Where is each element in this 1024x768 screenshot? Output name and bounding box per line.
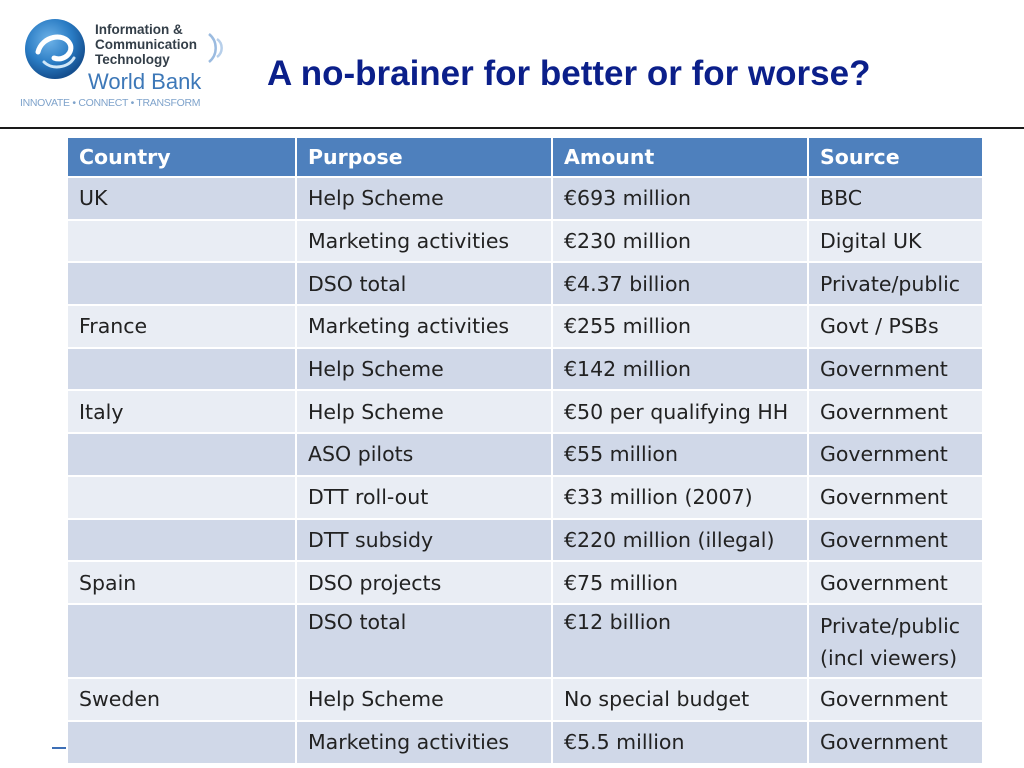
title-divider: [0, 127, 1024, 129]
logo-organization: World Bank: [88, 69, 202, 94]
cell-country: [68, 602, 297, 678]
logo-text-line-2: Communication: [95, 37, 198, 52]
logo-globe-icon: [25, 19, 85, 79]
table-row: Help Scheme €142 million Government: [68, 346, 984, 391]
cell-country: [68, 261, 297, 306]
world-bank-ict-logo: Information & Communication Technology W…: [20, 12, 250, 116]
cell-purpose: Help Scheme: [296, 176, 553, 220]
cell-amount: €693 million: [552, 176, 809, 220]
cell-country: [68, 218, 297, 263]
cell-purpose: DSO projects: [296, 560, 553, 604]
cell-country: [68, 719, 297, 764]
cell-source: Govt / PSBs: [808, 304, 984, 348]
cell-purpose: ASO pilots: [296, 432, 553, 476]
cell-amount: €230 million: [552, 218, 809, 263]
cell-country: Sweden: [68, 676, 297, 721]
table-row: DTT roll-out €33 million (2007) Governme…: [68, 474, 984, 519]
table-row: DTT subsidy €220 million (illegal) Gover…: [68, 517, 984, 562]
cell-source: Government: [808, 432, 984, 476]
slide-title: A no-brainer for better or for worse?: [267, 54, 871, 93]
header-country: Country: [68, 138, 297, 177]
header-purpose: Purpose: [296, 138, 553, 177]
table-row: Sweden Help Scheme No special budget Gov…: [68, 676, 984, 721]
cell-purpose: Help Scheme: [296, 389, 553, 434]
cell-source: Government: [808, 560, 984, 604]
cell-source: Government: [808, 719, 984, 764]
cell-amount: €33 million (2007): [552, 474, 809, 519]
cell-amount: €220 million (illegal): [552, 517, 809, 562]
cell-country: Italy: [68, 389, 297, 434]
cell-purpose: Marketing activities: [296, 719, 553, 764]
table-header-row: Country Purpose Amount Source: [68, 138, 984, 177]
table-row: ASO pilots €55 million Government: [68, 432, 984, 476]
cell-purpose: Help Scheme: [296, 676, 553, 721]
cell-source: Government: [808, 474, 984, 519]
cell-source: BBC: [808, 176, 984, 220]
cell-country: [68, 474, 297, 519]
cell-amount: €75 million: [552, 560, 809, 604]
logo-text-line-1: Information &: [95, 22, 183, 37]
cell-purpose: DSO total: [296, 261, 553, 306]
cell-country: [68, 517, 297, 562]
header-amount: Amount: [552, 138, 809, 177]
logo-text-line-3: Technology: [95, 52, 170, 67]
table-row: DSO total €4.37 billion Private/public: [68, 261, 984, 306]
cell-source: Government: [808, 676, 984, 721]
table-row: UK Help Scheme €693 million BBC: [68, 176, 984, 220]
cell-purpose: DTT subsidy: [296, 517, 553, 562]
cell-amount: €255 million: [552, 304, 809, 348]
table-row: Spain DSO projects €75 million Governmen…: [68, 560, 984, 604]
cell-source: Government: [808, 389, 984, 434]
cell-source: Government: [808, 346, 984, 391]
cell-amount: €5.5 million: [552, 719, 809, 764]
logo-signal-arcs-icon: [208, 33, 223, 63]
cell-amount: €4.37 billion: [552, 261, 809, 306]
cell-amount: €50 per qualifying HH: [552, 389, 809, 434]
cell-amount: No special budget: [552, 676, 809, 721]
cell-country: France: [68, 304, 297, 348]
cell-source: Private/public: [808, 261, 984, 306]
cell-purpose: Help Scheme: [296, 346, 553, 391]
cell-source: Digital UK: [808, 218, 984, 263]
table-row: Marketing activities €5.5 million Govern…: [68, 719, 984, 764]
table-row: DSO total €12 billion Private/public (in…: [68, 602, 984, 678]
cell-country: [68, 432, 297, 476]
cell-purpose: DTT roll-out: [296, 474, 553, 519]
cell-purpose: DSO total: [296, 602, 553, 678]
cell-country: UK: [68, 176, 297, 220]
cell-amount: €142 million: [552, 346, 809, 391]
cell-country: Spain: [68, 560, 297, 604]
logo-tagline: INNOVATE • CONNECT • TRANSFORM: [20, 97, 201, 109]
table-row: France Marketing activities €255 million…: [68, 304, 984, 348]
cell-source: Private/public (incl viewers): [808, 602, 984, 678]
cell-purpose: Marketing activities: [296, 218, 553, 263]
header-source: Source: [808, 138, 984, 177]
table-row: Marketing activities €230 million Digita…: [68, 218, 984, 263]
cell-amount: €55 million: [552, 432, 809, 476]
cell-purpose: Marketing activities: [296, 304, 553, 348]
cell-amount: €12 billion: [552, 602, 809, 678]
funding-table: Country Purpose Amount Source UK Help Sc…: [68, 138, 984, 764]
cell-country: [68, 346, 297, 391]
table-row: Italy Help Scheme €50 per qualifying HH …: [68, 389, 984, 434]
cell-source: Government: [808, 517, 984, 562]
footer-accent-dash: [52, 747, 66, 749]
